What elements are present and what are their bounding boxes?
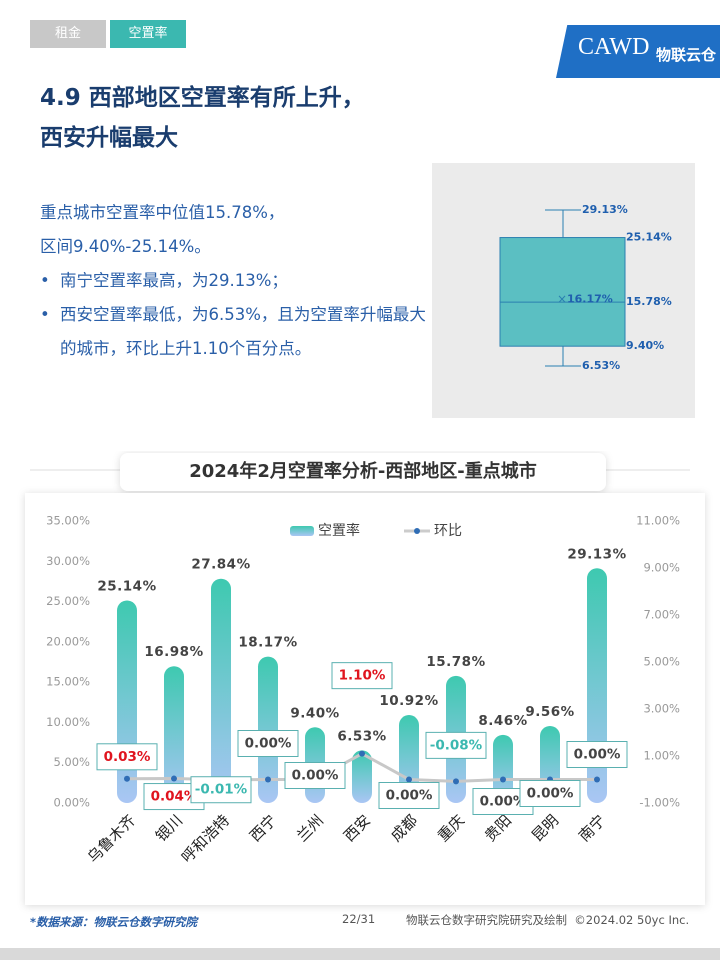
bar (164, 666, 184, 803)
line-label: 0.00% (245, 736, 292, 752)
y-tick-label: 20.00% (46, 634, 90, 648)
line-point (265, 776, 271, 783)
line-point (453, 778, 459, 785)
line-label-box (378, 782, 440, 809)
logo-sub: 物联云仓 (656, 46, 717, 64)
chart-title-bg (120, 453, 606, 491)
y2-tick-label: 7.00% (643, 608, 680, 622)
line-point (406, 776, 412, 783)
bar (117, 600, 137, 803)
bottom-bar (0, 948, 720, 960)
logo: CAWD (578, 34, 650, 60)
line-label: 0.03% (104, 749, 151, 765)
line-label-box (425, 731, 487, 759)
bar-label: 6.53% (337, 728, 386, 744)
line-label-box (284, 762, 346, 789)
line-point (594, 776, 600, 783)
y2-tick-label: 5.00% (643, 655, 680, 669)
y2-tick-label: 3.00% (643, 702, 680, 716)
bar-label: 9.40% (290, 705, 339, 721)
line-point (171, 775, 177, 782)
box-label: 29.13% (582, 203, 628, 216)
line-label: 0.00% (480, 794, 527, 810)
title: 4.9 西部地区空置率有所上升， (40, 85, 365, 111)
line-label: -0.08% (430, 737, 483, 753)
mean-marker: × (557, 292, 567, 306)
bar-label: 18.17% (238, 635, 297, 651)
y-tick-label: 10.00% (46, 715, 90, 729)
line-label: 0.00% (292, 768, 339, 784)
line-label: 0.00% (527, 786, 574, 802)
bar-label: 8.46% (478, 713, 527, 729)
legend-label: 环比 (434, 523, 462, 539)
line-label-box (190, 776, 252, 804)
body-text: 重点城市空置率中位值15.78%， 区间9.40%-25.14%。 南宁空置率最… (40, 196, 432, 366)
line-label: -0.01% (195, 782, 248, 798)
line-point (124, 775, 130, 782)
line-label: 0.04% (151, 789, 198, 805)
y-tick-label: 30.00% (46, 554, 90, 568)
line-point (500, 776, 506, 783)
bar-label: 9.56% (525, 704, 574, 720)
line-label-box (566, 741, 628, 768)
bar (352, 750, 372, 803)
y-tick-label: 5.00% (53, 755, 90, 769)
y2-tick-label: -1.00% (639, 796, 680, 810)
line-label: 1.10% (339, 668, 386, 684)
y2-tick-label: 9.00% (643, 561, 680, 575)
bar (211, 578, 231, 803)
page-number: 22/31 (342, 912, 376, 926)
line-label-box (331, 662, 393, 690)
text-line: 区间9.40%-25.14%。 (40, 237, 211, 256)
bar-label: 16.98% (144, 644, 203, 660)
line-label-box (237, 730, 299, 757)
box-label: 9.40% (626, 339, 664, 352)
source: *数据来源：物联云仓数字研究院 (30, 915, 198, 929)
bullet-list: 南宁空置率最高，为29.13%； 西安空置率最低，为6.53%，且为空置率升幅最… (40, 264, 432, 366)
bullet: 南宁空置率最高，为29.13%； (40, 264, 432, 298)
bullet: 西安空置率最低，为6.53%，且为空置率升幅最大的城市，环比上升1.10个百分点… (40, 298, 432, 366)
line-label-box (519, 780, 581, 807)
box-label: 25.14% (626, 231, 672, 244)
line-label-box (96, 743, 158, 771)
bar (258, 656, 278, 803)
y-tick-label: 35.00% (46, 514, 90, 528)
box-label: 15.78% (626, 295, 672, 308)
bar (493, 734, 513, 803)
legend-swatch (414, 528, 420, 534)
tab[interactable]: 空置率 (110, 20, 186, 48)
credit: 物联云仓数字研究院研究及绘制 ©2024.02 50yc Inc. (406, 913, 690, 927)
y-tick-label: 0.00% (53, 796, 90, 810)
tab[interactable]: 租金 (30, 20, 106, 48)
line-point (359, 750, 365, 757)
y-tick-label: 25.00% (46, 594, 90, 608)
bar-label: 25.14% (97, 578, 156, 594)
title: 西安升幅最大 (40, 125, 178, 151)
box-label: 6.53% (582, 359, 620, 372)
y2-tick-label: 11.00% (636, 514, 680, 528)
box (499, 237, 626, 347)
y2-tick-label: 1.00% (643, 749, 680, 763)
bar-label: 29.13% (567, 546, 626, 562)
line-label: 0.00% (386, 788, 433, 804)
y-tick-label: 15.00% (46, 675, 90, 689)
bar-label: 27.84% (191, 557, 250, 573)
legend-label: 空置率 (318, 522, 360, 539)
text-line: 重点城市空置率中位值15.78%， (40, 203, 285, 222)
chart-title: 2024年2月空置率分析-西部地区-重点城市 (189, 460, 537, 482)
bar-label: 15.78% (426, 654, 485, 670)
bar-label: 10.92% (379, 693, 438, 709)
box-label: 16.17% (567, 292, 613, 305)
line-label: 0.00% (574, 747, 621, 763)
legend-swatch (290, 526, 314, 536)
